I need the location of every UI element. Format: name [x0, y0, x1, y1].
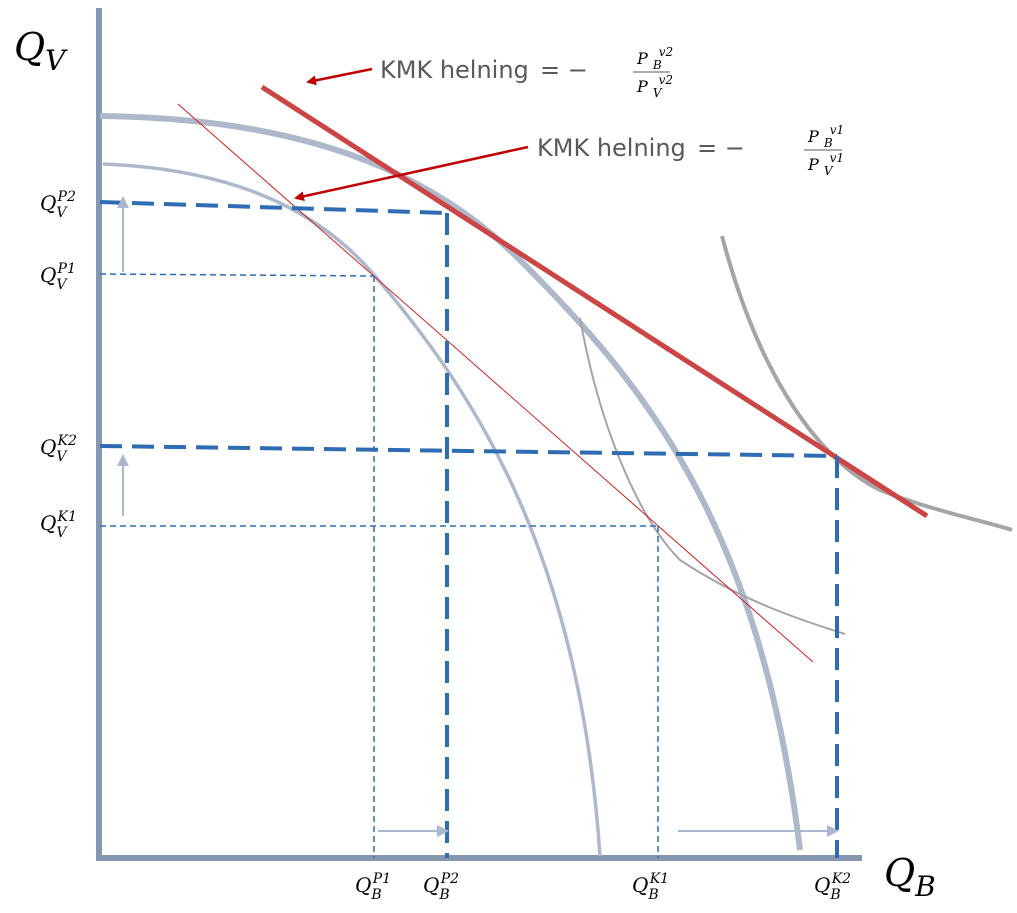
annotation-second: KMK helning = − P B v1 P V v1: [537, 123, 844, 179]
indifference-curve-2: [720, 235, 1013, 532]
dashed-qv-p1: [99, 273, 375, 277]
price-line-v1: [177, 103, 814, 663]
annotation-second-fraction: P B v1 P V v1: [804, 123, 844, 179]
annotation-top-text: KMK helning: [380, 56, 529, 84]
y-tick-qv-p2: QVP2: [40, 189, 76, 221]
price-line-v2: [260, 84, 929, 519]
annotation-top: KMK helning = − P B v2 P V v2: [380, 45, 673, 101]
x-tick-qb-p2: QBP2: [423, 871, 459, 903]
annotation-top-fraction: P B v2 P V v2: [633, 45, 673, 101]
x-tick-qb-p1: QBP1: [355, 871, 391, 903]
annotation-second-text: KMK helning: [537, 134, 686, 162]
annotation-arrow-top: [306, 67, 373, 86]
outer-ppf-curve: [99, 113, 803, 851]
annotation-top-equals: = −: [540, 56, 588, 84]
dashed-qv-k2: [99, 444, 838, 458]
dashed-qv-p2: [99, 200, 448, 215]
annotation-second-equals: = −: [697, 134, 745, 162]
inner-ppf-curve: [102, 162, 602, 857]
svg-text:P V v2: P V v2: [636, 73, 673, 101]
svg-text:P B v2: P B v2: [636, 45, 673, 73]
y-tick-qv-k1: QVK1: [40, 509, 77, 541]
x-tick-qb-k1: QBK1: [632, 871, 669, 903]
svg-text:P B v1: P B v1: [807, 123, 844, 151]
x-axis-label: QB: [884, 851, 936, 903]
x-tick-qb-k2: QBK2: [814, 871, 851, 903]
annotation-arrow-second: [294, 145, 529, 202]
y-tick-qv-k2: QVK2: [40, 433, 77, 465]
indifference-curve-1: [579, 317, 846, 635]
y-axis-label: QV: [14, 25, 68, 77]
svg-text:P V v1: P V v1: [807, 151, 844, 179]
y-tick-qv-p1: QVP1: [40, 261, 76, 293]
